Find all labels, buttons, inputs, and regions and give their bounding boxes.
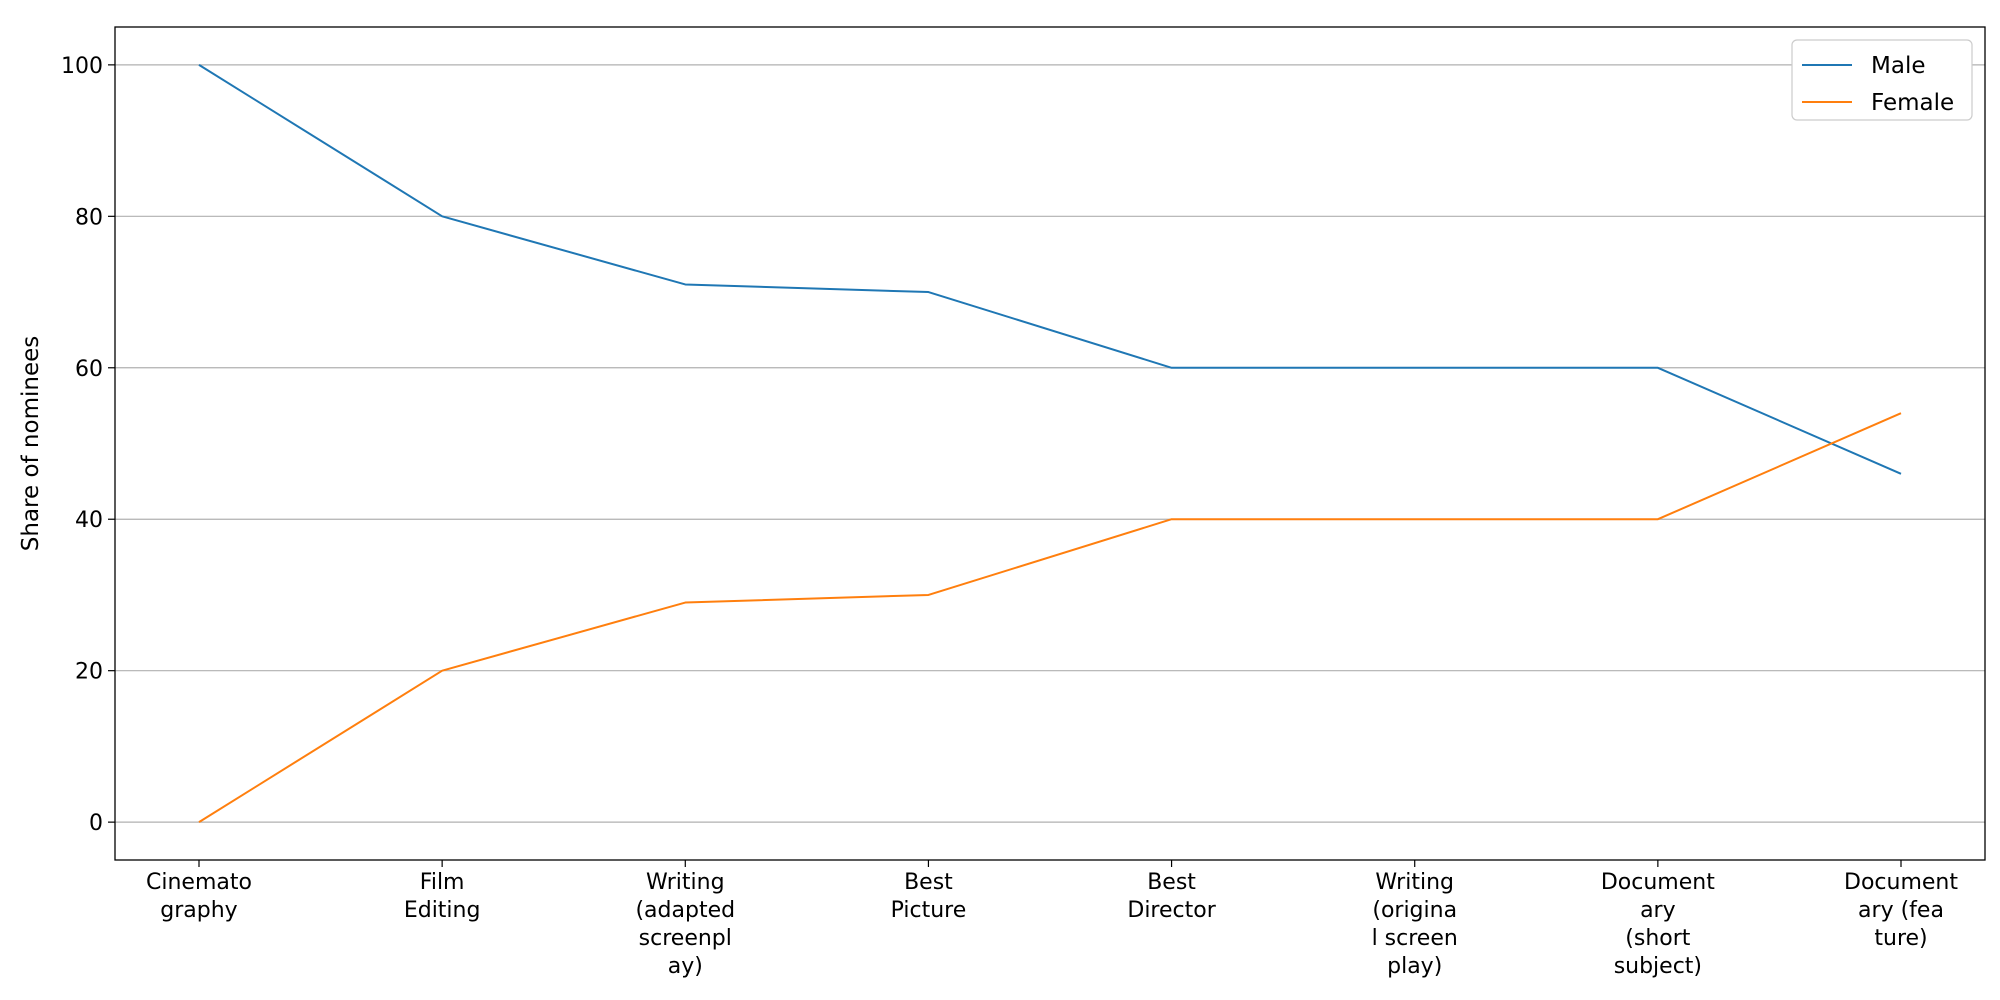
y-tick-label: 60 [75, 357, 103, 382]
x-tick-label: Writing [1375, 870, 1454, 895]
x-tick-label: (adapted [635, 898, 735, 923]
x-tick-label: ture) [1874, 926, 1927, 951]
x-tick-label: ay) [668, 954, 703, 979]
plot-frame [114, 26, 1986, 861]
y-tick-label: 80 [75, 205, 103, 230]
y-axis-label: Share of nominees [18, 336, 44, 551]
series-line-female [198, 412, 1902, 823]
x-tick-label: Best [904, 870, 953, 895]
gridlines [115, 64, 1985, 823]
legend-label-female: Female [1871, 90, 1954, 116]
x-tick-label: Picture [891, 898, 967, 923]
y-tick-label: 0 [89, 811, 103, 836]
x-tick-label: l screen [1372, 926, 1458, 951]
y-axis-ticks: 0 20 40 60 80 100 [61, 54, 115, 836]
x-tick-label: Document [1844, 870, 1958, 895]
x-tick-label: subject) [1614, 954, 1702, 979]
x-tick-label: Film [420, 870, 465, 895]
x-tick-label: Document [1601, 870, 1715, 895]
legend-box [1791, 39, 1973, 121]
x-tick-label: play) [1387, 954, 1442, 979]
x-tick-label: Editing [404, 898, 481, 923]
x-tick-label: ary [1640, 898, 1676, 923]
x-tick-label: Best [1147, 870, 1196, 895]
x-tick-label: Cinemato [146, 870, 252, 895]
legend-label-male: Male [1871, 53, 1925, 79]
x-tick-label: screenpl [639, 926, 732, 951]
x-tick-label: (short [1625, 926, 1690, 951]
series-lines [198, 64, 1902, 823]
x-tick-label: Writing [646, 870, 725, 895]
y-tick-label: 20 [75, 660, 103, 685]
series-line-male [198, 64, 1902, 475]
x-tick-label: (origina [1372, 898, 1457, 923]
y-tick-label: 40 [75, 508, 103, 533]
x-axis-ticks: Cinemato graphy Film Editing Writing (adapted… [146, 860, 1958, 979]
y-tick-label: 100 [61, 54, 103, 79]
x-tick-label: graphy [160, 898, 237, 923]
legend: Male Female [1791, 39, 1973, 121]
x-tick-label: ary (fea [1858, 898, 1944, 923]
x-tick-label: Director [1127, 898, 1216, 923]
